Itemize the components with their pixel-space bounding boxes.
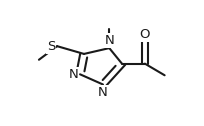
Text: N: N — [98, 86, 108, 99]
Text: N: N — [68, 68, 78, 81]
Text: N: N — [104, 34, 114, 47]
Text: O: O — [140, 28, 150, 41]
Text: S: S — [47, 40, 55, 53]
